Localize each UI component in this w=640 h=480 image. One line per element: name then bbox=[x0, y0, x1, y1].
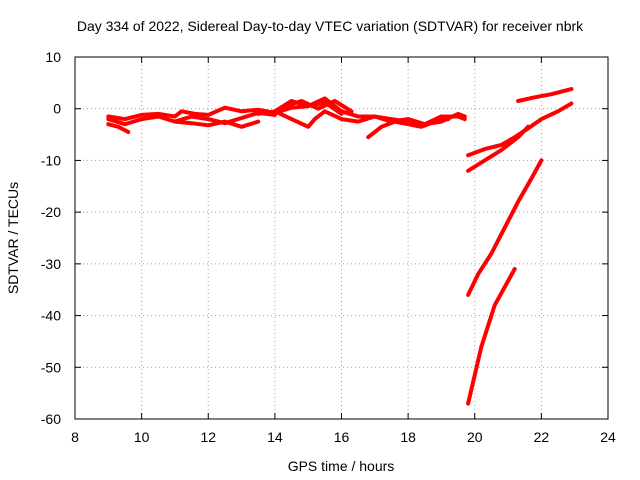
x-tick-label: 20 bbox=[467, 429, 483, 445]
y-tick-label: 0 bbox=[53, 101, 61, 117]
series-line-prn-h bbox=[366, 117, 451, 140]
series-line-prn-k bbox=[516, 87, 574, 103]
series-line-prn-d bbox=[172, 119, 261, 129]
series-line-prn-g bbox=[282, 99, 354, 114]
series-line-prn-m bbox=[466, 267, 517, 406]
series-line-prn-a bbox=[106, 110, 277, 127]
x-tick-label: 10 bbox=[134, 429, 150, 445]
x-tick-label: 22 bbox=[534, 429, 550, 445]
tick-layer: 8 10 12 14 16 18 20 22 24 10 0 -10 -20 -30 -40 -50 -60 bbox=[41, 49, 616, 445]
y-tick-label: 10 bbox=[45, 49, 61, 65]
x-tick-label: 24 bbox=[600, 429, 616, 445]
y-tick-label: -40 bbox=[41, 308, 61, 324]
series-line-prn-i bbox=[466, 101, 574, 158]
chart-title: Day 334 of 2022, Sidereal Day-to-day VTE… bbox=[77, 18, 584, 34]
series-layer bbox=[106, 87, 574, 406]
x-tick-label: 12 bbox=[200, 429, 216, 445]
series-line-prn-b bbox=[106, 100, 344, 122]
y-axis-label: SDTVAR / TECUs bbox=[5, 182, 21, 294]
y-tick-label: -10 bbox=[41, 152, 61, 168]
x-tick-label: 8 bbox=[71, 429, 79, 445]
series-line-prn-j bbox=[466, 124, 531, 173]
series-line-prn-l bbox=[466, 158, 544, 297]
x-tick-label: 14 bbox=[267, 429, 283, 445]
x-tick-label: 16 bbox=[334, 429, 350, 445]
y-tick-label: -50 bbox=[41, 359, 61, 375]
x-axis-label: GPS time / hours bbox=[288, 458, 395, 474]
y-tick-label: -20 bbox=[41, 204, 61, 220]
y-tick-label: -30 bbox=[41, 256, 61, 272]
y-tick-label: -60 bbox=[41, 411, 61, 427]
series-line-prn-c bbox=[106, 122, 131, 134]
x-tick-label: 18 bbox=[400, 429, 416, 445]
